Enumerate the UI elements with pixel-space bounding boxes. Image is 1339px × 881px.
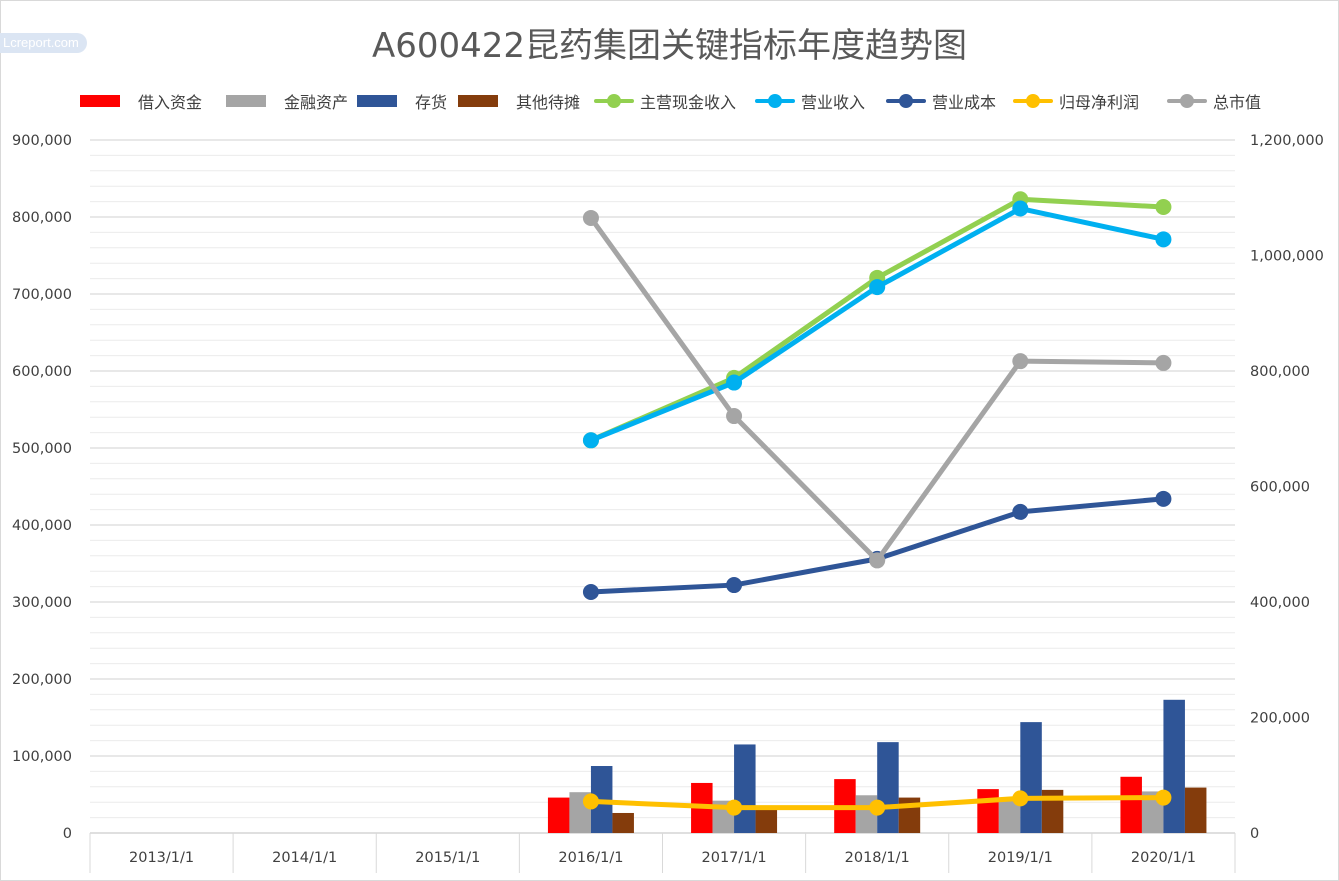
point-归母净利润 <box>726 799 743 816</box>
x-tick-label: 2013/1/1 <box>129 850 194 866</box>
point-总市值 <box>1155 354 1172 371</box>
legend-swatch-line <box>755 94 795 108</box>
y-right-tick-label: 200,000 <box>1250 711 1310 727</box>
bar-其他待摊 <box>1184 787 1207 833</box>
bar-借入资金 <box>1120 776 1142 833</box>
y-right-tick-label: 400,000 <box>1250 595 1310 611</box>
legend-label: 主营现金收入 <box>640 93 737 112</box>
point-营业收入 <box>869 279 886 296</box>
legend-item: 归母净利润 <box>1013 88 1139 114</box>
legend-swatch-bar <box>458 95 498 107</box>
legend-swatch-line <box>1013 94 1053 108</box>
legend-swatch-line <box>594 94 634 108</box>
y-left-tick-label: 400,000 <box>12 518 72 534</box>
bar-其他待摊 <box>612 812 634 833</box>
bar-存货 <box>1020 722 1042 833</box>
legend-swatch-line <box>886 94 926 108</box>
legend-label: 归母净利润 <box>1059 93 1140 112</box>
legend-label: 借入资金 <box>138 93 203 112</box>
x-tick-label: 2020/1/1 <box>1131 850 1196 866</box>
legend-label: 其他待摊 <box>516 93 581 112</box>
point-归母净利润 <box>582 793 599 810</box>
point-营业成本 <box>726 577 743 594</box>
point-总市值 <box>726 408 743 425</box>
watermark: Lcreport.com <box>0 33 87 53</box>
bar-存货 <box>1163 699 1185 833</box>
bar-存货 <box>877 742 899 833</box>
legend-swatch-bar <box>357 95 397 107</box>
point-归母净利润 <box>869 799 886 816</box>
point-营业成本 <box>1012 503 1029 520</box>
point-营业收入 <box>582 432 599 449</box>
legend-label: 营业收入 <box>801 93 866 112</box>
point-总市值 <box>582 209 599 226</box>
point-主营现金收入 <box>1155 198 1172 215</box>
point-营业成本 <box>582 583 599 600</box>
bar-存货 <box>734 744 756 833</box>
point-营业成本 <box>1155 490 1172 507</box>
legend-label: 金融资产 <box>284 93 349 112</box>
bar-其他待摊 <box>755 807 778 833</box>
x-tick-label: 2014/1/1 <box>272 850 337 866</box>
y-left-tick-label: 600,000 <box>12 364 72 380</box>
x-tick-label: 2016/1/1 <box>558 850 623 866</box>
point-归母净利润 <box>1012 790 1029 807</box>
y-left-tick-label: 800,000 <box>12 210 72 226</box>
point-营业收入 <box>1155 231 1172 248</box>
bar-借入资金 <box>547 797 570 833</box>
legend-item: 借入资金 <box>80 88 202 114</box>
legend-item: 其他待摊 <box>458 88 580 114</box>
point-营业收入 <box>726 374 743 391</box>
y-left-tick-label: 500,000 <box>12 441 72 457</box>
legend-label: 存货 <box>415 93 448 112</box>
legend-item: 营业收入 <box>755 88 865 114</box>
x-tick-label: 2017/1/1 <box>702 850 767 866</box>
legend-item: 营业成本 <box>886 88 996 114</box>
y-left-tick-label: 300,000 <box>12 595 72 611</box>
chart-legend: 借入资金 金融资产 存货 其他待摊 主营现金收入 营业收入 营业成本 归母净利润 总市值 <box>0 88 1339 114</box>
y-right-tick-label: 800,000 <box>1250 364 1310 380</box>
bar-金融资产 <box>998 799 1021 833</box>
line-营业成本 <box>588 496 1166 595</box>
chart-title: A600422昆药集团关键指标年度趋势图 <box>371 26 968 66</box>
point-营业收入 <box>1012 200 1029 217</box>
bar-借入资金 <box>977 789 999 833</box>
y-left-tick-label: 0 <box>63 826 72 842</box>
legend-item: 主营现金收入 <box>594 88 736 114</box>
point-总市值 <box>869 552 886 569</box>
legend-label: 总市值 <box>1213 93 1262 112</box>
y-left-tick-label: 200,000 <box>12 672 72 688</box>
legend-item: 总市值 <box>1167 88 1261 114</box>
y-right-tick-label: 1,000,000 <box>1250 249 1324 265</box>
y-left-tick-label: 100,000 <box>12 749 72 765</box>
y-left-tick-label: 700,000 <box>12 287 72 303</box>
x-tick-label: 2018/1/1 <box>845 850 910 866</box>
legend-swatch-bar <box>226 95 266 107</box>
legend-item: 存货 <box>357 88 447 114</box>
legend-label: 营业成本 <box>932 93 997 112</box>
x-tick-label: 2019/1/1 <box>988 850 1053 866</box>
y-right-tick-label: 1,200,000 <box>1250 133 1324 149</box>
legend-item: 金融资产 <box>226 88 348 114</box>
point-总市值 <box>1012 353 1029 370</box>
legend-swatch-line <box>1167 94 1207 108</box>
x-tick-label: 2015/1/1 <box>415 850 480 866</box>
legend-swatch-bar <box>80 95 120 107</box>
point-归母净利润 <box>1155 789 1172 806</box>
y-right-tick-label: 600,000 <box>1250 480 1310 496</box>
y-right-tick-label: 0 <box>1250 826 1259 842</box>
y-left-tick-label: 900,000 <box>12 133 72 149</box>
